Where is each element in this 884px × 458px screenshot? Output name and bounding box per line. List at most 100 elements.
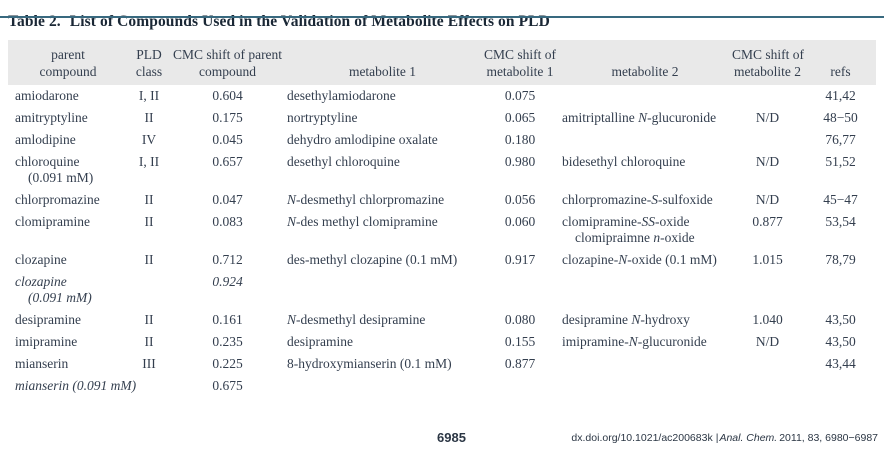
table-cell: 0.980 [504,154,536,169]
table-cell: N-desmethyl chlorpromazine [287,192,445,207]
table-cell: N/D [755,334,780,349]
table-cell: desipramine N-hydroxy [562,312,690,327]
table-cell: 1.040 [752,312,783,327]
table-cell: 43,50 [825,334,856,349]
table-cell: N/D [755,154,780,169]
table-cell [730,85,805,107]
table-cell [730,271,805,309]
table-cell: N-desmethyl desipramine [287,312,426,327]
table-row: mianserin III 0.225 8-hydroxymianserin (0.1… [8,353,876,375]
table-cell [560,85,730,107]
table-cell: clomipramine-SS-oxide clomipraimne n-oxid… [562,214,695,245]
table-cell: 0.083 [212,214,243,229]
table-row: amiodarone I, II 0.604 desethylamiodarone 0.… [8,85,876,107]
table-cell: III [142,356,156,371]
table-cell: N/D [755,110,780,125]
table-cell: 0.604 [212,88,243,103]
table-cell: 45−47 [823,192,858,207]
table-cell [805,375,876,397]
header-row: parent compound PLD class CMC shift of paren… [8,40,876,85]
table-row: amitryptyline II 0.175 nortryptyline 0.065 am… [8,107,876,129]
table-cell: des-methyl clozapine (0.1 mM) [287,252,458,267]
table-row: mianserin (0.091 mM) 0.675 [8,375,876,397]
table-cell: II [144,312,154,327]
table-cell: N/D [755,192,780,207]
table-cell: desethylamiodarone [287,88,396,103]
table-cell: imipramine-N-glucuronide [562,334,707,349]
table-cell [285,271,480,309]
table-cell: II [144,334,154,349]
table-body: amiodarone I, II 0.604 desethylamiodarone 0.… [8,85,876,397]
column-header-cmc-shift-of-metabolite-2: CMC shift of metabolite 2 [730,40,805,85]
table-cell: 0.657 [212,154,243,169]
table-cell: 0.877 [504,356,536,371]
table-cell: 0.180 [504,132,536,147]
table-cell: 53,54 [825,214,856,229]
table-cell [560,353,730,375]
table-cell: 0.047 [212,192,243,207]
table-cell: 0.877 [752,214,783,229]
table-row: clozapine (0.091 mM) 0.924 [8,271,876,309]
table-cell: N-des methyl clomipramine [287,214,438,229]
table-row: amlodipine IV 0.045 dehydro amlodipine oxal… [8,129,876,151]
table-cell: 8-hydroxymianserin (0.1 mM) [287,356,452,371]
table-cell: nortryptyline [287,110,358,125]
table-cell [560,375,730,397]
table-cell: mianserin (0.091 mM) [15,378,137,393]
table-cell [730,353,805,375]
table-cell: 0.161 [212,312,243,327]
table-cell: clomipramine [15,214,90,229]
table-cell: chlorpromazine-S-sulfoxide [562,192,713,207]
table-cell: imipramine [15,334,78,349]
page-number: 6985 [437,430,466,445]
table-cell [730,375,805,397]
column-header-cmc-shift-of-metabolite-1: CMC shift of metabolite 1 [480,40,560,85]
table-cell: 78,79 [825,252,856,267]
table-cell: 0.080 [504,312,536,327]
table-cell: 51,52 [825,154,856,169]
table-cell: I, II [138,154,160,169]
table-row: clomipramine II 0.083 N-des methyl clomipra… [8,211,876,249]
table-cell: desipramine [287,334,353,349]
citation-text: 2011, 83, 6980−6987 [779,432,878,444]
table-cell: mianserin [15,356,69,371]
table-row: imipramine II 0.235 desipramine 0.155 imipram… [8,331,876,353]
table-cell: 0.075 [504,88,536,103]
table-cell: 43,50 [825,312,856,327]
journal-citation: dx.doi.org/10.1021/ac200683k |Anal. Chem.… [571,432,878,444]
table-row: clozapine II 0.712 des-methyl clozapine (0.… [8,249,876,271]
table-cell: chlorpromazine [15,192,100,207]
table-row: chloroquine (0.091 mM) I, II 0.657 desethyl … [8,151,876,189]
table-cell: 0.924 [212,274,243,289]
citation-separator: | [715,432,719,444]
table-cell: II [144,252,154,267]
table-cell: I, II [138,88,160,103]
column-header-parent-compound: parent compound [8,40,128,85]
table-cell: 76,77 [825,132,856,147]
table-row: desipramine II 0.161 N-desmethyl desipramin… [8,309,876,331]
table-cell: bidesethyl chloroquine [562,154,686,169]
table-cell: 43,44 [825,356,856,371]
table-cell: 0.045 [212,132,243,147]
table-header: parent compound PLD class CMC shift of paren… [8,40,876,85]
table-cell: amiodarone [15,88,79,103]
top-rule [0,16,884,18]
table-cell: clozapine (0.091 mM) [15,274,92,305]
table-cell [805,271,876,309]
table-cell [560,271,730,309]
table-cell [128,271,170,309]
table-cell: clozapine [15,252,67,267]
column-header-metabolite-2: metabolite 2 [560,40,730,85]
table-cell: 0.060 [504,214,536,229]
table-cell: 0.917 [504,252,536,267]
journal-name: Anal. Chem. [719,432,778,444]
table-cell: chloroquine (0.091 mM) [15,154,94,185]
table-cell: 1.015 [752,252,783,267]
compounds-table: parent compound PLD class CMC shift of paren… [8,40,876,397]
column-header-refs: refs [805,40,876,85]
column-header-cmc-shift-of-parent-compound: CMC shift of parent compound [170,40,285,85]
page-footer: 6985 dx.doi.org/10.1021/ac200683k |Anal. … [0,430,884,450]
table-cell [480,271,560,309]
table-cell: clozapine-N-oxide (0.1 mM) [562,252,717,267]
table-cell: 0.175 [212,110,243,125]
